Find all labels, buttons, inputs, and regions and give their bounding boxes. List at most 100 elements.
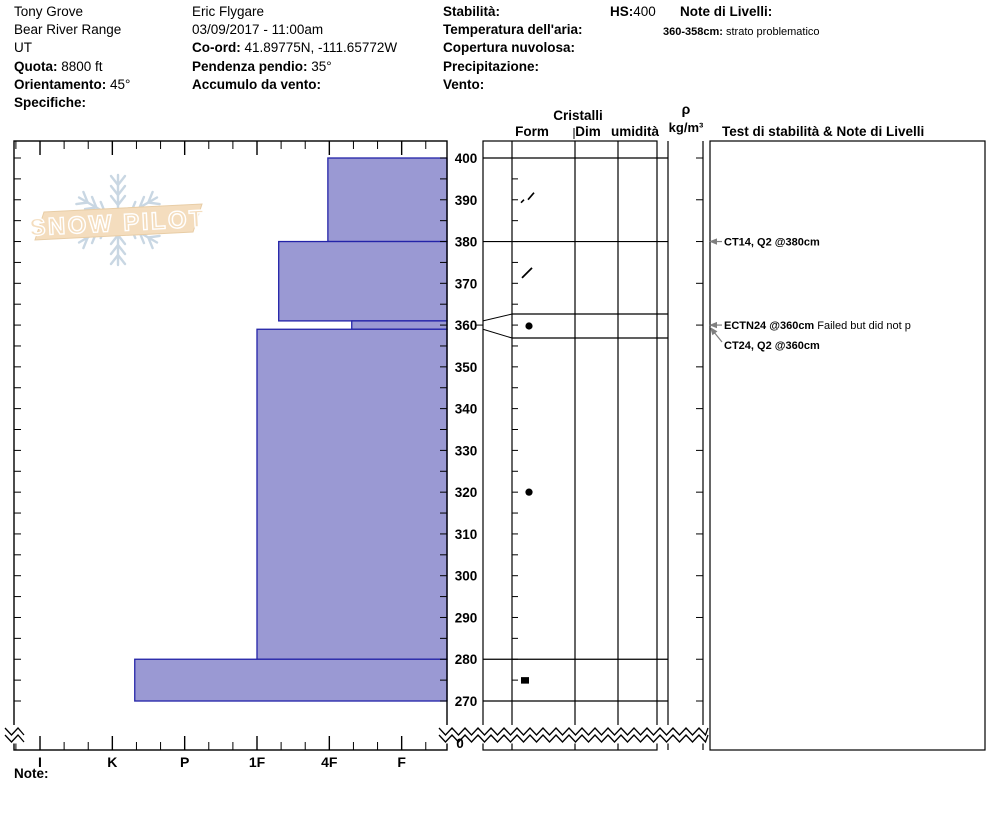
- header-field-label: Accumulo da vento:: [192, 76, 322, 92]
- depth-tick-label: 340: [455, 402, 478, 417]
- hardness-chart-frame: [13, 140, 448, 751]
- header-field-label: Vento:: [443, 76, 485, 92]
- hardness-tick-label: K: [107, 754, 117, 770]
- depth-tick-label: 400: [455, 151, 478, 166]
- tests-column-header: Test di stabilità & Note di Livelli: [722, 124, 924, 139]
- header-field-label: HS:: [610, 4, 634, 19]
- depth-tick-label: 310: [455, 527, 478, 542]
- hardness-tick-label: F: [397, 754, 406, 770]
- axis-break-zigzag: [4, 727, 25, 736]
- thin-layer-expansion-bracket: [476, 313, 513, 339]
- header-field: Temperatura dell'aria:: [443, 21, 583, 39]
- axis-break-zigzag: [438, 727, 709, 737]
- header-field-value: 400: [633, 4, 656, 19]
- dim-column-header: Dim: [575, 124, 601, 139]
- header-field: Eric Flygare: [192, 3, 264, 21]
- header-field-value: Eric Flygare: [192, 4, 265, 19]
- crystals-group-header: Cristalli: [553, 108, 603, 123]
- arrow-head: [709, 321, 717, 329]
- depth-tick-label: 290: [455, 610, 478, 625]
- depth-tick-label: 320: [455, 485, 478, 500]
- header-field-value: Tony Grove: [14, 4, 84, 19]
- header-field-value: 45°: [106, 76, 131, 92]
- hardness-profile-bars: [134, 157, 448, 702]
- hardness-axis-labels: I K P 1F 4F F: [38, 754, 406, 770]
- depth-tick-label: 390: [455, 193, 478, 208]
- header-field-value: Bear River Range: [14, 22, 122, 38]
- header-field: UT: [14, 39, 32, 57]
- form-column-header: Form: [515, 124, 549, 139]
- depth-tick-label: 360: [455, 318, 478, 333]
- humidity-column-header: umidità: [611, 124, 659, 139]
- header-field-label: Precipitazione:: [443, 58, 540, 74]
- header-field: Tony Grove: [14, 3, 83, 21]
- header-field: Vento:: [443, 76, 484, 94]
- header-field: Stabilità:: [443, 3, 500, 21]
- snow-layer-bar: [134, 658, 448, 702]
- hardness-tick-label: 4F: [321, 754, 338, 770]
- header-field: 03/09/2017 - 11:00am: [192, 21, 323, 39]
- stability-test-annotations: CT14, Q2 @380cm ECTN24 @360cm Failed but …: [709, 237, 911, 352]
- note-label: Note:: [14, 766, 49, 781]
- grain-symbol-slash: [527, 192, 535, 201]
- density-unit-header: kg/m³: [669, 120, 704, 135]
- header-field: Specifiche:: [14, 94, 86, 112]
- arrow-head: [709, 238, 717, 245]
- header-field: Note di Livelli:: [680, 3, 772, 21]
- header-field-value: 8800 ft: [57, 58, 103, 74]
- header-field-label: 360-358cm:: [663, 26, 723, 38]
- header-field: Bear River Range: [14, 21, 121, 39]
- stability-test-label: CT24, Q2 @360cm: [724, 340, 820, 352]
- grain-symbol-square: [521, 677, 529, 684]
- header-field: Quota: 8800 ft: [14, 58, 103, 76]
- header-field-label: Copertura nuvolosa:: [443, 40, 576, 56]
- depth-axis-break: 0: [4, 725, 709, 751]
- header-field: HS:400: [610, 3, 656, 21]
- depth-tick-label: 270: [455, 694, 478, 709]
- depth-tick-label: 370: [455, 276, 478, 291]
- header-field-value: strato problematico: [722, 26, 820, 38]
- grain-symbol-circle: [525, 488, 533, 496]
- header-field: Pendenza pendio: 35°: [192, 58, 332, 76]
- axis-break-zigzag: [438, 734, 709, 744]
- depth-tick-label: 330: [455, 443, 478, 458]
- header-field-label: Pendenza pendio:: [192, 58, 308, 74]
- snow-layer-bar: [256, 328, 448, 660]
- logo-text: SNOW PILOT: [29, 205, 207, 241]
- hardness-axis-ticks: [15, 141, 427, 750]
- header-field-label: Stabilità:: [443, 4, 501, 19]
- arrow-head: [710, 327, 718, 336]
- grain-symbol-circle: [525, 322, 533, 330]
- header-field-label: Co-ord:: [192, 40, 241, 56]
- header-field-label: Specifiche:: [14, 95, 87, 110]
- hardness-tick-label: I: [38, 754, 42, 770]
- snow-layer-bar: [351, 320, 448, 330]
- depth-zero-label: 0: [456, 736, 464, 751]
- grain-form-symbols: [520, 192, 535, 684]
- header-field-label: Note di Livelli:: [680, 4, 773, 19]
- grain-symbol-slash: [521, 267, 533, 279]
- header-field: 360-358cm: strato problematico: [663, 23, 820, 41]
- snow-layer-bar: [278, 240, 448, 322]
- crystal-columns: [482, 128, 668, 751]
- grain-symbol-slash: [520, 199, 525, 204]
- header-field-value: 41.89775N, -111.65772W: [240, 40, 398, 56]
- stability-test-label: ECTN24 @360cm Failed but did not p: [724, 320, 911, 332]
- density-column: [667, 141, 704, 750]
- depth-tick-label: 280: [455, 652, 478, 667]
- depth-edge-ticks: [14, 157, 447, 702]
- header-field-value: 35°: [307, 58, 332, 74]
- header-field: Orientamento: 45°: [14, 76, 130, 94]
- hardness-tick-label: 1F: [249, 754, 266, 770]
- header-field-value: 03/09/2017 - 11:00am: [192, 22, 324, 38]
- density-rho-header: ρ: [682, 101, 691, 117]
- header-field-label: Temperatura dell'aria:: [443, 22, 583, 38]
- axis-break-zigzag: [4, 734, 25, 743]
- header-field-value: UT: [14, 40, 32, 56]
- column-headers: Cristalli Form Dim umidità ρ kg/m³ Test di sta…: [515, 101, 924, 139]
- snow-layer-bar: [327, 157, 448, 243]
- depth-tick-label: 350: [455, 360, 478, 375]
- stability-test-label: CT14, Q2 @380cm: [724, 237, 820, 249]
